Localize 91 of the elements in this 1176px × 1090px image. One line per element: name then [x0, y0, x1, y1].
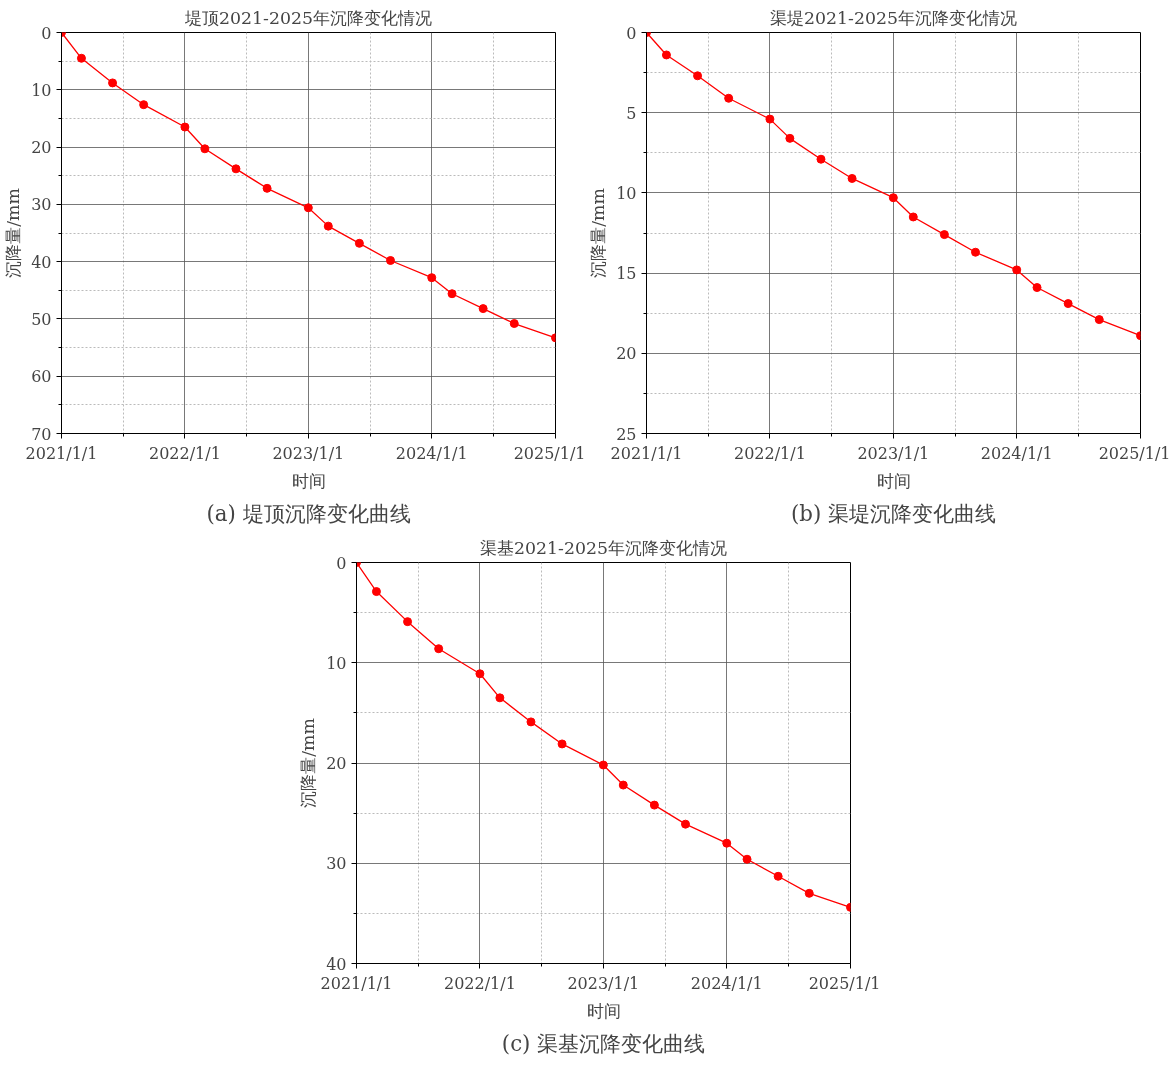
- y-tick-label: 40: [31, 252, 52, 272]
- y-tick-label: 0: [626, 23, 637, 43]
- y-tick-label: 70: [31, 424, 52, 444]
- text: (b) 渠堤沉降变化曲线: [790, 500, 997, 526]
- y-tick-label: 30: [326, 854, 347, 874]
- point: [557, 739, 567, 749]
- x-axis-title: 时间: [586, 1000, 621, 1021]
- point: [765, 114, 775, 124]
- point: [1012, 265, 1022, 275]
- point: [371, 587, 381, 597]
- y-tick-label: 10: [31, 80, 52, 100]
- x-tick-label: 2025/1/1: [513, 443, 586, 463]
- y-tick-label: 5: [626, 103, 637, 123]
- point: [478, 304, 488, 314]
- y-tick-label: 20: [616, 344, 637, 364]
- point: [804, 888, 814, 898]
- point: [180, 122, 190, 132]
- point: [108, 78, 118, 88]
- x-tick-label: 2024/1/1: [690, 973, 763, 993]
- point: [386, 256, 395, 265]
- point: [231, 164, 241, 174]
- x-tick-label: 2025/1/1: [1098, 443, 1171, 463]
- x-axis-title: 时间: [291, 470, 326, 491]
- x-tick-label: 2022/1/1: [733, 443, 806, 463]
- point: [1094, 315, 1104, 325]
- x-tick-label: 2023/1/1: [567, 973, 640, 993]
- point: [262, 183, 272, 193]
- point: [434, 644, 444, 654]
- y-axis-title: 沉降量/mm: [3, 188, 24, 278]
- point: [475, 669, 485, 679]
- point: [403, 617, 413, 627]
- chart-title: 渠基2021-2025年沉降变化情况: [479, 537, 728, 558]
- point: [618, 780, 628, 790]
- point: [773, 871, 783, 881]
- point: [693, 71, 703, 81]
- y-axis-title: 沉降量/mm: [298, 718, 319, 808]
- point: [681, 819, 690, 829]
- x-tick-label: 2023/1/1: [272, 443, 345, 463]
- point: [722, 838, 732, 848]
- point: [427, 273, 437, 283]
- point: [200, 144, 210, 154]
- point: [495, 693, 505, 703]
- y-tick-label: 60: [31, 367, 52, 387]
- y-tick-label: 0: [41, 23, 52, 43]
- point: [939, 230, 949, 240]
- point: [303, 203, 313, 213]
- y-tick-label: 0: [336, 553, 347, 573]
- x-tick-label: 2021/1/1: [610, 443, 683, 463]
- x-tick-label: 2022/1/1: [148, 443, 221, 463]
- point: [816, 154, 826, 164]
- point: [661, 50, 671, 60]
- x-tick-label: 2022/1/1: [443, 973, 516, 993]
- point: [847, 173, 857, 183]
- x-tick-label: 2023/1/1: [857, 443, 930, 463]
- point: [76, 53, 86, 63]
- point: [447, 289, 457, 299]
- text: (c) 渠基沉降变化曲线: [501, 1030, 706, 1056]
- point: [649, 800, 659, 810]
- point: [1063, 299, 1073, 309]
- chart-title: 堤顶2021-2025年沉降变化情况: [183, 7, 433, 28]
- x-tick-label: 2025/1/1: [808, 973, 881, 993]
- point: [888, 193, 898, 203]
- point: [1032, 283, 1042, 293]
- chart-title: 渠堤2021-2025年沉降变化情况: [769, 7, 1018, 28]
- point: [724, 93, 734, 103]
- x-tick-label: 2024/1/1: [980, 443, 1053, 463]
- text: (a) 堤顶沉降变化曲线: [206, 500, 411, 526]
- x-tick-label: 2024/1/1: [395, 443, 468, 463]
- point: [323, 221, 333, 231]
- y-tick-label: 30: [31, 195, 52, 215]
- y-tick-label: 50: [31, 309, 52, 329]
- x-axis-title: 时间: [876, 470, 911, 491]
- point: [354, 238, 364, 248]
- point: [526, 717, 536, 727]
- point: [139, 100, 149, 110]
- y-tick-label: 20: [31, 138, 52, 158]
- point: [971, 247, 980, 257]
- y-tick-label: 25: [616, 424, 637, 444]
- x-tick-label: 2021/1/1: [320, 973, 393, 993]
- point: [908, 212, 918, 222]
- point: [785, 133, 795, 143]
- y-tick-label: 10: [616, 183, 637, 203]
- y-tick-label: 20: [326, 754, 347, 773]
- y-tick-label: 15: [616, 264, 637, 284]
- y-axis-title: 沉降量/mm: [588, 188, 609, 278]
- x-tick-label: 2021/1/1: [25, 443, 98, 463]
- y-tick-label: 40: [326, 954, 347, 974]
- point: [509, 319, 519, 328]
- point: [598, 760, 608, 770]
- y-tick-label: 10: [326, 653, 347, 673]
- point: [742, 854, 752, 864]
